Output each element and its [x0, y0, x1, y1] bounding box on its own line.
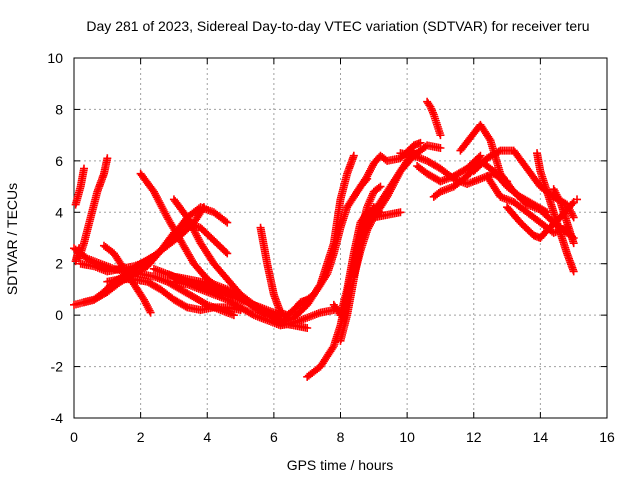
- data-point: [485, 134, 494, 143]
- series-track-26: [423, 97, 445, 140]
- y-axis-label: SDTVAR / TECUs: [4, 183, 20, 295]
- chart-marks: [70, 97, 582, 381]
- x-axis-label: GPS time / hours: [287, 457, 394, 473]
- data-point: [569, 213, 578, 222]
- data-point: [103, 154, 112, 163]
- data-point: [374, 183, 383, 192]
- x-tick-label: 14: [533, 429, 549, 445]
- y-tick-label: 4: [55, 204, 63, 220]
- chart-axes: 0 2 4 6 8 10 12 14 16 -4 -2 0 2 4 6 8 10: [47, 50, 615, 445]
- data-point: [223, 218, 232, 227]
- series-track-14: [169, 277, 338, 330]
- y-tick-label: 10: [47, 50, 63, 66]
- y-tick-label: 2: [55, 256, 63, 272]
- data-point: [328, 343, 337, 352]
- x-tick-label: 10: [399, 429, 415, 445]
- data-point: [436, 144, 445, 152]
- data-point: [416, 138, 425, 147]
- data-point: [221, 217, 230, 226]
- data-point: [396, 208, 405, 217]
- x-tick-label: 8: [337, 429, 345, 445]
- data-point: [494, 147, 503, 156]
- data-point: [376, 182, 385, 191]
- x-tick-label: 16: [599, 429, 615, 445]
- data-point: [568, 211, 577, 220]
- series-track-25: [413, 151, 485, 186]
- data-point: [229, 311, 238, 320]
- y-tick-label: -2: [51, 359, 64, 375]
- data-point: [568, 199, 577, 208]
- y-tick-label: 8: [55, 101, 63, 117]
- x-tick-label: 4: [203, 429, 211, 445]
- data-point: [569, 239, 578, 248]
- data-point: [303, 324, 312, 332]
- data-point: [555, 196, 564, 205]
- data-point: [349, 151, 358, 160]
- y-tick-label: -4: [51, 410, 64, 426]
- data-point: [322, 271, 331, 280]
- x-tick-label: 0: [70, 429, 78, 445]
- data-point: [181, 302, 190, 311]
- data-point: [436, 131, 445, 140]
- data-point: [248, 310, 257, 319]
- y-tick-label: 0: [55, 307, 63, 323]
- series-track-9: [103, 275, 245, 314]
- data-point: [223, 249, 232, 258]
- data-point: [146, 308, 155, 317]
- chart-grid: [74, 58, 607, 418]
- series-track-32: [533, 149, 578, 276]
- data-point: [145, 306, 154, 315]
- data-point: [573, 195, 582, 204]
- series-track-33: [549, 185, 578, 248]
- series-track-34: [573, 195, 582, 204]
- series-track-13: [169, 195, 312, 332]
- x-tick-label: 2: [137, 429, 145, 445]
- series-track-7: [79, 218, 232, 307]
- series-track-1: [71, 164, 88, 209]
- x-tick-label: 12: [466, 429, 482, 445]
- y-tick-label: 6: [55, 153, 63, 169]
- data-point: [221, 248, 230, 256]
- chart-title: Day 281 of 2023, Sidereal Day-to-day VTE…: [86, 18, 589, 34]
- series-track-30: [483, 172, 572, 237]
- data-point: [569, 267, 578, 276]
- x-tick-label: 6: [270, 429, 278, 445]
- data-point: [79, 164, 88, 173]
